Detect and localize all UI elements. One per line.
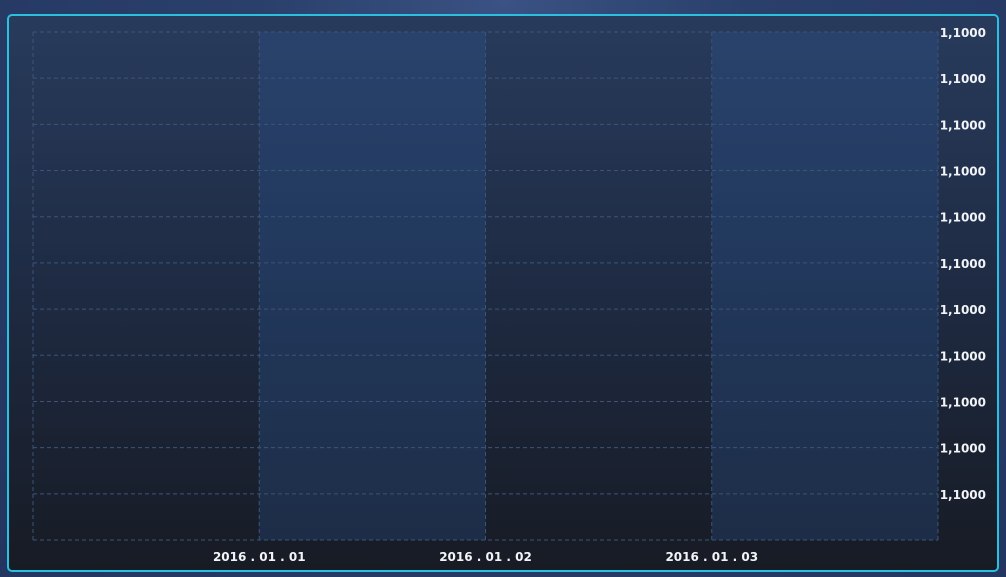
y-tick-label: 1,1000 [940, 442, 986, 456]
column-band [711, 32, 938, 540]
x-tick-label: 2016 . 01 . 02 [439, 550, 532, 564]
column-band [259, 32, 486, 540]
x-tick-label: 2016 . 01 . 01 [213, 550, 306, 564]
y-tick-label: 1,1000 [940, 118, 986, 132]
y-tick-label: 1,1000 [940, 349, 986, 363]
y-tick-label: 1,1000 [940, 488, 986, 502]
chart-panel: 1,1000 1,1000 1,1000 1,1000 1,1000 1,1000 1,10… [7, 14, 999, 572]
y-tick-label: 1,1000 [940, 211, 986, 225]
y-tick-label: 1,1000 [940, 26, 986, 40]
y-tick-label: 1,1000 [940, 165, 986, 179]
y-tick-label: 1,1000 [940, 72, 986, 86]
x-tick-label: 2016 . 01 . 03 [665, 550, 758, 564]
chart-svg: 1,1000 1,1000 1,1000 1,1000 1,1000 1,1000 1,10… [32, 26, 986, 564]
y-tick-label: 1,1000 [940, 303, 986, 317]
y-tick-label: 1,1000 [940, 395, 986, 409]
y-tick-label: 1,1000 [940, 257, 986, 271]
